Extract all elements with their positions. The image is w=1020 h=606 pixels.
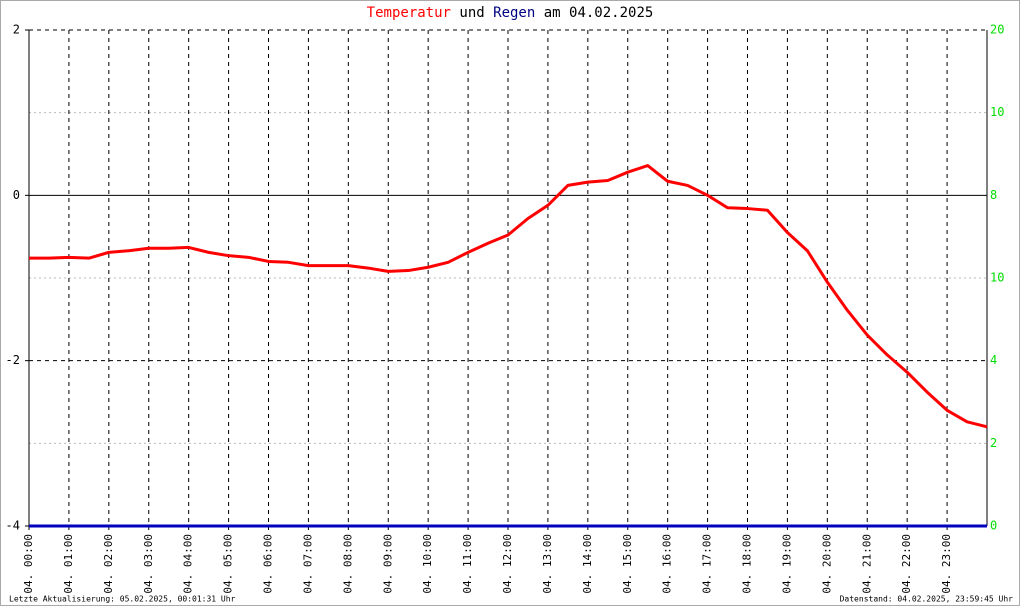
x-tick-label: 04. 00:00 [22, 534, 35, 594]
y2-tick-label: 10 [990, 105, 1004, 119]
y-tick-label: 0 [13, 188, 20, 202]
x-tick-label: 04. 22:00 [900, 534, 913, 594]
title-part: und [459, 5, 484, 21]
title-part: am 04.02.2025 [544, 5, 654, 21]
x-tick-label: 04. 12:00 [501, 534, 514, 594]
x-tick-label: 04. 02:00 [102, 534, 115, 594]
x-tick-label: 04. 23:00 [940, 534, 953, 594]
y2-tick-label: 20 [990, 23, 1004, 37]
x-tick-label: 04. 07:00 [301, 534, 314, 594]
x-tick-label: 04. 14:00 [581, 534, 594, 594]
x-tick-label: 04. 16:00 [661, 534, 674, 594]
footer-left: Letzte Aktualisierung: 05.02.2025, 00:01… [9, 595, 236, 604]
x-tick-label: 04. 06:00 [262, 534, 275, 594]
series-line [29, 164, 988, 429]
y-tick-label: 2 [13, 23, 20, 37]
x-tick-label: 04. 09:00 [381, 534, 394, 594]
y2-tick-label: 4 [990, 353, 997, 367]
x-tick-label: 04. 10:00 [421, 534, 434, 594]
x-tick-label: 04. 08:00 [341, 534, 354, 594]
x-tick-label: 04. 05:00 [222, 534, 235, 594]
x-tick-label: 04. 01:00 [62, 534, 75, 594]
y2-tick-label: 0 [990, 519, 997, 533]
x-tick-label: 04. 18:00 [741, 534, 754, 594]
x-tick-label: 04. 13:00 [541, 534, 554, 594]
y-tick-label: -2 [6, 353, 20, 367]
x-tick-label: 04. 11:00 [461, 534, 474, 594]
y2-tick-label: 8 [990, 188, 997, 202]
chart-title: Temperatur und Regen am 04.02.2025 [367, 5, 654, 21]
x-tick-label: 04. 21:00 [860, 534, 873, 594]
y2-tick-label: 10 [990, 271, 1004, 285]
y-tick-label: -4 [6, 519, 20, 533]
y2-tick-label: 2 [990, 436, 997, 450]
x-tick-label: 04. 19:00 [780, 534, 793, 594]
title-part: Regen [493, 5, 535, 21]
x-tick-label: 04. 15:00 [621, 534, 634, 594]
title-part: Temperatur [367, 5, 451, 21]
x-tick-label: 04. 04:00 [182, 534, 195, 594]
footer-right: Datenstand: 04.02.2025, 23:59:45 Uhr [840, 595, 1014, 604]
x-tick-label: 04. 20:00 [820, 534, 833, 594]
x-tick-label: 04. 17:00 [701, 534, 714, 594]
x-tick-label: 04. 03:00 [142, 534, 155, 594]
